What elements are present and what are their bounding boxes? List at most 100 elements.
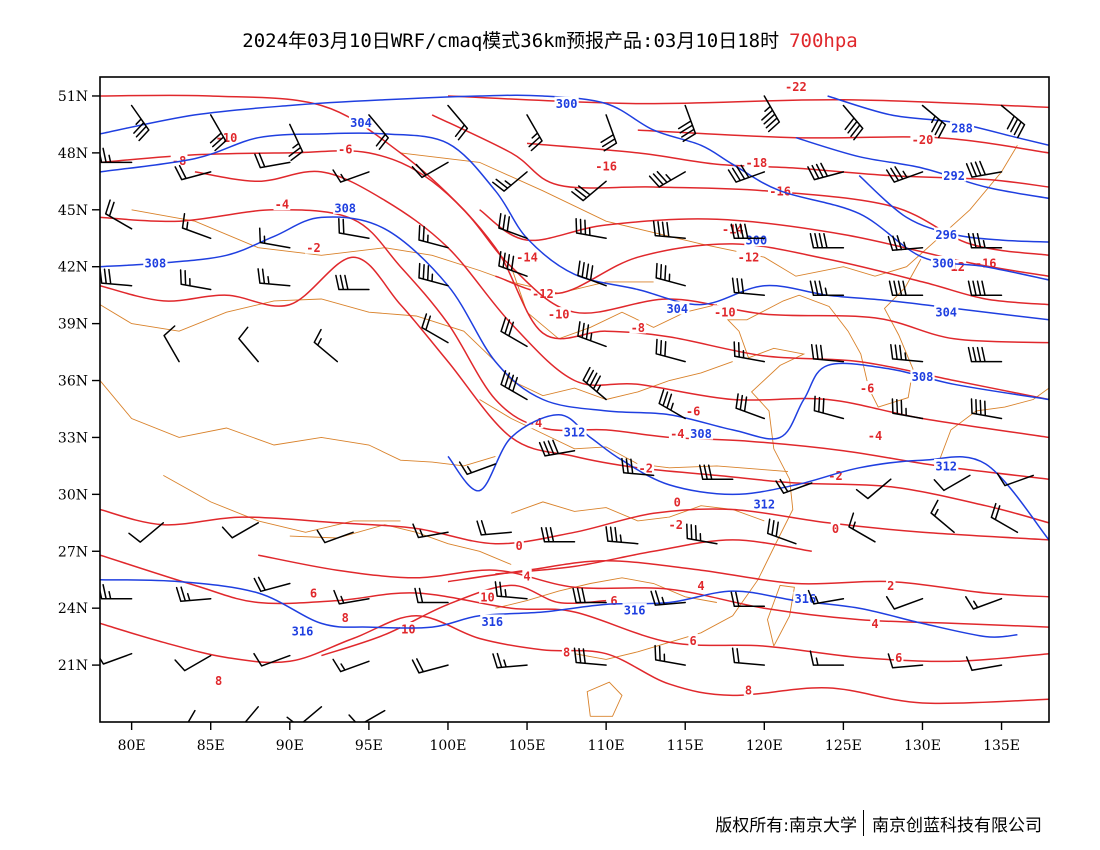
wind-barb — [100, 583, 133, 600]
height-label-bg — [348, 115, 374, 129]
wind-barb — [731, 647, 766, 666]
isotherm-label: 6 — [310, 587, 317, 601]
wind-barb — [175, 586, 212, 603]
isotherm-label-bg — [308, 586, 319, 599]
isotherm-label-bg — [744, 155, 769, 169]
height-contour-3 — [100, 94, 1049, 281]
isotherm-label: -8 — [631, 321, 645, 335]
wind-barb — [809, 232, 845, 249]
wind-barb — [652, 220, 686, 240]
boundary-line-6 — [495, 577, 717, 609]
isotherm-label: 4 — [871, 617, 878, 631]
wind-barb — [654, 644, 686, 666]
wind-barb — [100, 652, 133, 665]
lon-tick-label: 115E — [667, 738, 704, 754]
height-label: 312 — [935, 459, 957, 473]
wind-barb — [965, 160, 1003, 178]
height-label-bg — [554, 96, 579, 110]
wind-barb — [209, 114, 227, 152]
wind-barb — [572, 587, 607, 604]
wind-barb — [990, 502, 1019, 534]
isotherm-label-bg — [688, 633, 698, 647]
isotherm-contour-4 — [479, 209, 1049, 277]
wind-barb — [498, 213, 528, 240]
boundary-line-2 — [100, 380, 496, 467]
isotherm-label: 6 — [895, 651, 902, 665]
temperature-contour-layer: -22-20-18-16-16-16-14-14-12-12-12-10-10-… — [100, 79, 1049, 705]
wind-barb — [813, 395, 845, 420]
wind-barb — [494, 581, 528, 600]
copyright-right: 南京创蓝科技有限公司 — [872, 815, 1042, 836]
wind-barb — [848, 512, 876, 543]
wind-barb — [686, 523, 718, 545]
isotherm-contour-8 — [194, 170, 1049, 439]
wind-barb — [996, 472, 1034, 487]
wind-barb — [104, 199, 133, 230]
wind-barb — [677, 104, 697, 143]
isotherm-label-bg — [743, 682, 754, 696]
isotherm-label-bg — [340, 610, 350, 624]
lat-tick-label: 21N — [58, 658, 88, 674]
wind-barb — [891, 398, 924, 420]
isotherm-label-bg — [522, 568, 532, 582]
isotherm-label-bg — [479, 589, 496, 603]
wind-barb — [492, 171, 528, 192]
isotherm-label-bg — [866, 428, 884, 442]
isotherm-label-bg — [594, 159, 619, 173]
isotherm-contour-14 — [258, 554, 1049, 628]
isotherm-label: -2 — [306, 241, 320, 255]
lon-tick-label: 85E — [197, 738, 225, 754]
wind-barb — [807, 162, 845, 181]
isotherm-label: -4 — [670, 427, 684, 441]
wind-barb — [332, 169, 370, 183]
height-label-bg — [744, 233, 769, 247]
lon-tick-label: 90E — [276, 738, 304, 754]
isotherm-label-bg — [561, 644, 572, 658]
wind-barb — [179, 269, 212, 291]
wind-barb — [965, 596, 1003, 610]
wind-barb — [809, 280, 845, 296]
wind-barb — [338, 217, 370, 240]
isotherm-label: 8 — [215, 674, 222, 688]
wind-barb — [286, 706, 323, 722]
height-label-bg — [934, 227, 959, 241]
wind-barb — [655, 262, 686, 287]
wind-barb — [288, 123, 304, 162]
isotherm-contour-15 — [100, 554, 1049, 663]
isotherm-label: -12 — [532, 287, 554, 301]
wind-barb — [414, 587, 449, 604]
isotherm-label-bg — [783, 79, 808, 93]
isotherm-label: 10 — [480, 590, 494, 604]
wind-barb — [498, 250, 528, 277]
lat-tick-label: 51N — [58, 89, 88, 105]
wind-barb — [775, 478, 813, 494]
wind-barb — [655, 338, 686, 363]
wind-barb — [761, 95, 781, 133]
isotherm-label: -14 — [516, 251, 538, 265]
isotherm-label: -10 — [216, 131, 238, 145]
wind-barb — [333, 589, 370, 605]
wind-barb — [335, 274, 370, 291]
isotherm-label: 2 — [887, 579, 894, 593]
wind-barb — [888, 280, 924, 296]
isotherm-label-bg — [684, 403, 702, 417]
height-label: 316 — [624, 604, 646, 618]
wind-barb — [965, 656, 1003, 672]
isotherm-contour-17 — [321, 584, 607, 657]
wind-barb — [313, 328, 339, 363]
height-contour-4 — [100, 132, 1049, 321]
height-label: 316 — [795, 592, 817, 606]
height-label: 300 — [932, 256, 954, 270]
height-contour-5 — [100, 216, 1049, 440]
isotherm-contour-0 — [447, 95, 1049, 109]
wind-barb — [221, 522, 259, 539]
lat-tick-label: 24N — [58, 601, 88, 617]
wind-barb — [412, 523, 449, 539]
isotherm-label-bg — [736, 250, 761, 264]
isotherm-label: 4 — [697, 579, 704, 593]
wind-barb — [698, 464, 734, 480]
wind-barb — [921, 104, 947, 139]
isotherm-label: 8 — [342, 611, 349, 625]
map-title: 2024年03月10日WRF/cmaq模式36km预报产品:03月10日18时 7… — [0, 26, 1100, 53]
